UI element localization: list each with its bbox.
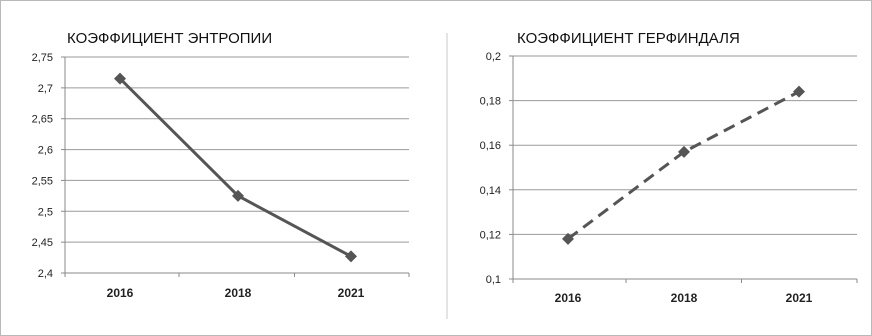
- y-tick-label: 2,4: [38, 268, 53, 280]
- data-point-marker: [793, 85, 805, 98]
- y-tick-label: 2,75: [32, 52, 53, 64]
- chart-title-2: КОЭФФИЦИЕНТ ГЕРФИНДАЛЯ: [517, 30, 740, 47]
- y-tick-label: 2,65: [32, 114, 53, 126]
- y-tick-label: 0,12: [480, 229, 501, 241]
- y-tick-label: 0,16: [480, 140, 501, 152]
- x-tick-label: 2016: [107, 286, 134, 300]
- x-tick-label: 2018: [225, 286, 252, 300]
- series-line: [567, 90, 800, 241]
- data-point-marker: [345, 250, 357, 263]
- series-line: [118, 77, 352, 258]
- data-point-marker: [232, 189, 244, 202]
- y-tick-label: 2,55: [32, 175, 53, 187]
- x-tick-label: 2016: [555, 291, 582, 305]
- y-tick-label: 0,14: [480, 185, 501, 197]
- x-tick-label: 2021: [786, 291, 813, 305]
- y-tick-label: 0,2: [486, 51, 501, 63]
- y-tick-label: 2,7: [38, 83, 53, 95]
- y-tick-label: 2,6: [38, 145, 53, 157]
- x-tick-label: 2018: [671, 291, 698, 305]
- data-point-marker: [678, 145, 690, 158]
- x-tick-label: 2021: [338, 286, 365, 300]
- y-tick-label: 0,1: [486, 274, 501, 286]
- data-point-marker: [562, 232, 574, 245]
- chart-title-1: КОЭФФИЦИЕНТ ЭНТРОПИИ: [67, 30, 272, 47]
- y-tick-label: 2,5: [38, 206, 53, 218]
- y-tick-label: 0,18: [480, 96, 501, 108]
- data-point-marker: [114, 72, 126, 85]
- y-tick-label: 2,45: [32, 237, 53, 249]
